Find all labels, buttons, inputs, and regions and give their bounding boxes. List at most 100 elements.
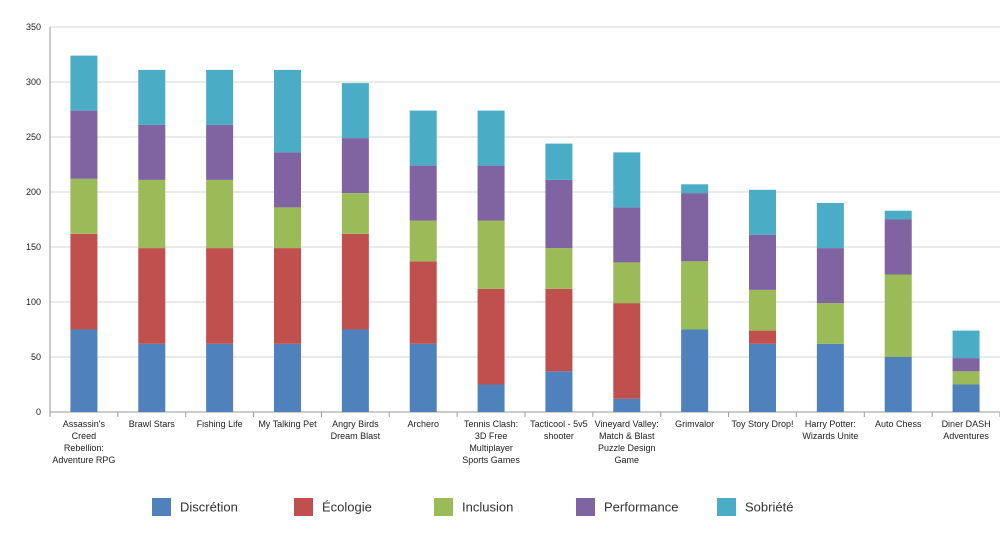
bar-segment-3-5 <box>409 165 437 221</box>
x-tick-label-line: Sports Games <box>462 455 520 465</box>
x-tick-label: Archero <box>407 419 439 429</box>
bar-segment-1-3 <box>274 248 301 344</box>
bar-segment-2-7 <box>545 248 573 289</box>
x-tick-label: Brawl Stars <box>129 419 176 429</box>
bar-segment-0-11 <box>816 343 844 412</box>
x-tick-label: My Talking Pet <box>258 419 317 429</box>
bar-segment-2-13 <box>952 371 980 385</box>
bar-segment-4-5 <box>409 110 437 166</box>
x-tick-label: Toy Story Drop! <box>731 419 793 429</box>
bar-segment-4-8 <box>613 152 641 208</box>
x-tick-label-line: Wizards Unite <box>802 431 858 441</box>
legend-label: Inclusion <box>462 500 513 515</box>
bar-segment-3-4 <box>341 138 369 194</box>
bar-segment-3-6 <box>477 165 505 221</box>
bar-segment-4-2 <box>206 69 234 125</box>
bar-segment-0-13 <box>952 384 980 412</box>
bar-segment-3-9 <box>681 193 709 262</box>
bar-segment-3-3 <box>274 152 301 208</box>
x-tick-label-line: Angry Birds <box>332 419 379 429</box>
y-tick-label: 200 <box>26 187 41 197</box>
bar-segment-3-10 <box>749 234 776 290</box>
bar-segment-0-1 <box>138 343 166 412</box>
bar-segment-2-8 <box>613 262 641 304</box>
bar-segment-0-12 <box>884 357 912 412</box>
x-tick-label: Fishing Life <box>197 419 243 429</box>
x-tick-label-line: My Talking Pet <box>258 419 317 429</box>
bar-segment-4-0 <box>70 55 98 111</box>
bar-segment-2-0 <box>70 178 98 234</box>
bar-segment-0-10 <box>749 343 776 412</box>
bar-segment-4-1 <box>138 69 166 125</box>
y-tick-label: 150 <box>26 242 41 252</box>
x-tick-label: Tacticool - 5v5 shooter <box>530 419 588 441</box>
bar-segment-3-8 <box>613 207 641 263</box>
bar-segment-1-7 <box>545 288 573 372</box>
bar-segment-1-0 <box>70 233 98 330</box>
x-tick-label-line: Puzzle Design <box>598 443 656 453</box>
bar-segment-2-6 <box>477 220 505 289</box>
bar-segment-2-3 <box>274 207 301 249</box>
bar-segment-3-1 <box>138 124 166 180</box>
bar-segment-0-6 <box>477 384 505 412</box>
bar-segment-2-10 <box>749 289 776 331</box>
axes: 0 50 100 150 200 250 300 350 Assassin's Creed Rebe… <box>26 22 1000 465</box>
bar-segment-1-8 <box>613 303 641 399</box>
bar-segment-2-2 <box>206 179 234 249</box>
x-tick-label-line: Dream Blast <box>331 431 381 441</box>
x-tick-label: Vineyard Valley: Match & Blast Puzzle Desi… <box>595 419 659 465</box>
bar-segment-0-0 <box>70 329 98 412</box>
legend-label: Sobriété <box>745 500 793 515</box>
x-tick-label-line: Rebellion: <box>64 443 104 453</box>
bar-segment-3-13 <box>952 358 980 372</box>
bars <box>70 55 980 412</box>
y-tick-label: 100 <box>26 297 41 307</box>
bar-segment-0-3 <box>274 343 301 412</box>
x-tick-label-line: Adventures <box>943 431 989 441</box>
y-tick-label: 250 <box>26 132 41 142</box>
x-tick-label-line: Tennis Clash: <box>464 419 518 429</box>
bar-segment-4-3 <box>274 69 301 153</box>
x-tick-label-line: shooter <box>544 431 574 441</box>
bar-segment-4-6 <box>477 110 505 166</box>
x-tick-label: Grimvalor <box>675 419 714 429</box>
x-tick-label: Harry Potter: Wizards Unite <box>802 419 858 441</box>
legend-swatch <box>152 498 171 516</box>
bar-segment-4-7 <box>545 143 573 180</box>
bar-segment-1-2 <box>206 248 234 344</box>
x-tick-label-line: Brawl Stars <box>129 419 176 429</box>
x-tick-label-line: Game <box>615 455 640 465</box>
bar-segment-3-12 <box>884 219 912 275</box>
bar-segment-0-4 <box>341 329 369 412</box>
bar-segment-0-9 <box>681 329 709 412</box>
legend: Discrétion Écologie Inclusion Performance So… <box>152 498 793 516</box>
legend-swatch <box>434 498 453 516</box>
bar-segment-1-4 <box>341 233 369 330</box>
legend-label: Écologie <box>322 500 372 515</box>
gridlines <box>50 26 1000 413</box>
bar-segment-3-11 <box>816 248 844 304</box>
bar-segment-1-1 <box>138 248 166 344</box>
bar-segment-4-11 <box>816 203 844 249</box>
bar-segment-0-8 <box>613 398 641 412</box>
x-tick-label-line: 3D Free <box>475 431 508 441</box>
x-tick-label-line: Auto Chess <box>875 419 922 429</box>
legend-swatch <box>294 498 313 516</box>
x-tick-label-line: Archero <box>407 419 439 429</box>
legend-swatch <box>576 498 595 516</box>
bar-segment-1-6 <box>477 288 505 385</box>
x-tick-label-line: Fishing Life <box>197 419 243 429</box>
x-tick-label: Tennis Clash: 3D Free Multiplayer Sports Ga… <box>462 419 520 465</box>
bar-segment-0-5 <box>409 343 437 412</box>
y-tick-label: 50 <box>31 352 41 362</box>
x-tick-label: Auto Chess <box>875 419 922 429</box>
x-tick-label: Diner DASH Adventures <box>942 419 991 441</box>
bar-segment-3-2 <box>206 124 234 180</box>
bar-segment-4-12 <box>884 210 912 220</box>
x-tick-label-line: Assassin's <box>63 419 106 429</box>
bar-segment-2-1 <box>138 179 166 249</box>
x-tick-label-line: Harry Potter: <box>805 419 856 429</box>
x-tick-label: Assassin's Creed Rebellion: Adventure RPG <box>52 419 115 465</box>
